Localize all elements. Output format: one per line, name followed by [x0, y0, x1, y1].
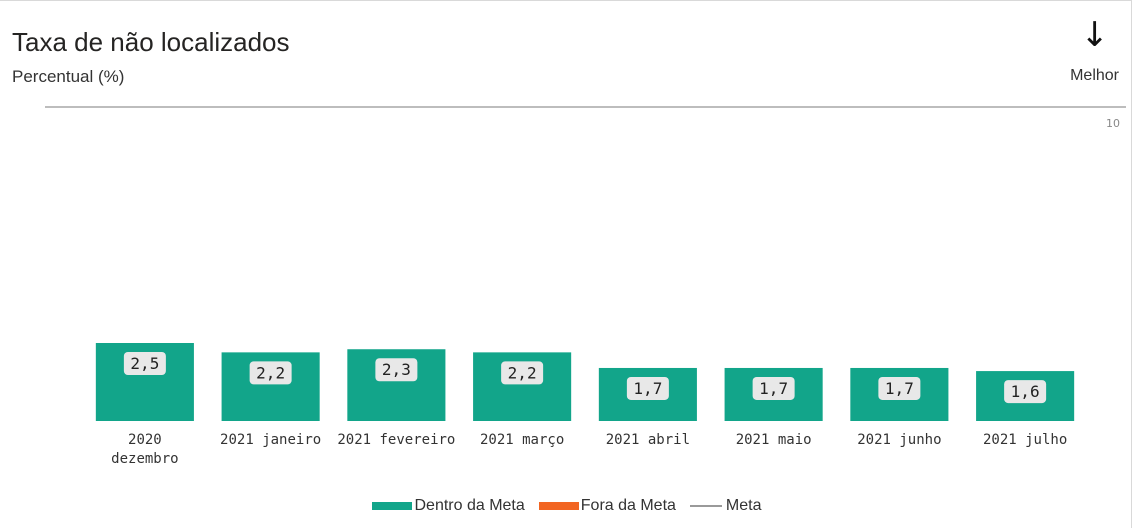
value-label: 2,2	[256, 363, 285, 382]
x-tick-label: 2021 abril	[605, 432, 691, 448]
direction-icon: ↓	[1080, 15, 1110, 55]
legend-item: Fora da Meta	[538, 497, 676, 515]
legend-label: Meta	[725, 497, 762, 514]
legend-item: Dentro da Meta	[372, 497, 525, 515]
title: Taxa de não localizados	[12, 27, 290, 57]
value-label-box	[249, 361, 292, 385]
value-label-box	[123, 352, 166, 375]
legend-swatch	[538, 502, 579, 510]
x-tick-label: 2021 fevereiro	[337, 432, 456, 448]
legend-label: Dentro da Meta	[414, 497, 525, 514]
value-label-box	[878, 376, 921, 400]
legend-label: Fora da Meta	[580, 497, 676, 514]
value-label-box	[626, 376, 669, 400]
legend-line	[689, 505, 722, 507]
legend: Dentro da Meta Fora da Meta Meta	[0, 497, 1134, 515]
x-tick-label: 2021 janeiro	[220, 432, 322, 448]
x-tick-label: 2020 dezembro	[111, 432, 179, 467]
value-label-box	[1004, 380, 1047, 404]
value-label: 1,7	[759, 379, 788, 398]
direction-label: Melhor	[1070, 67, 1119, 84]
value-label-box	[375, 358, 418, 382]
x-tick-label: 2021 julho	[982, 432, 1068, 448]
value-label: 2,3	[382, 360, 411, 379]
x-tick-label: 2021 maio	[735, 432, 812, 448]
subtitle: Percentual (%)	[12, 67, 125, 86]
legend-swatch	[372, 502, 413, 510]
value-label-box	[752, 376, 795, 400]
x-tick-label: 2021 junho	[857, 432, 942, 448]
legend-item: Meta	[689, 497, 762, 515]
value-label: 2,5	[130, 354, 159, 373]
value-label: 1,7	[885, 379, 914, 398]
x-tick-label: 2021 março	[479, 432, 565, 448]
value-label: 1,7	[633, 379, 662, 398]
value-label-box	[501, 361, 544, 385]
value-label: 1,6	[1011, 382, 1040, 401]
y-tick-label: 10	[1106, 117, 1120, 130]
value-label: 2,2	[508, 363, 537, 382]
